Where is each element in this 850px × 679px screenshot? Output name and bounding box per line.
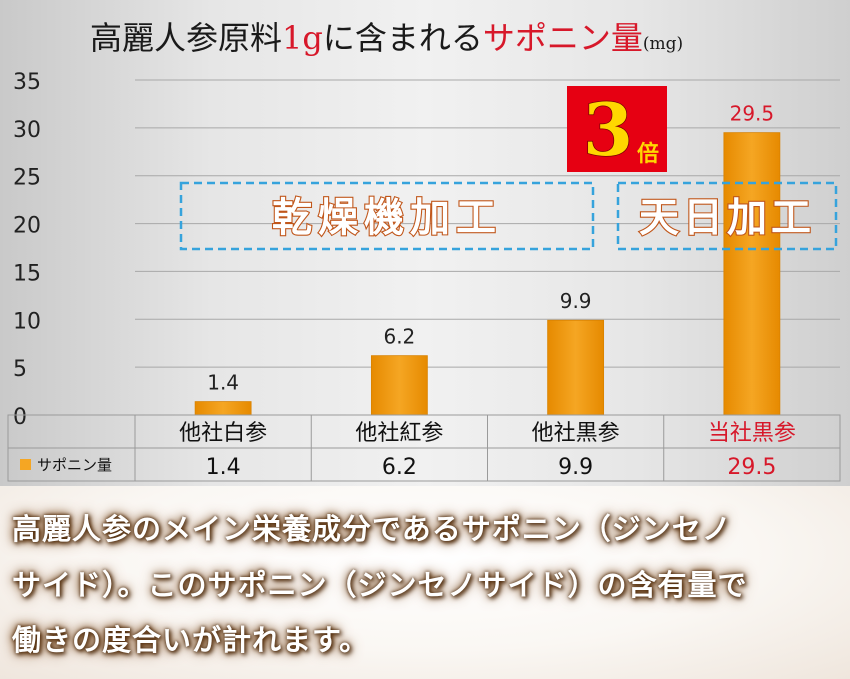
chart-panel: 高麗人参原料1gに含まれるサポニン量(mg) 0 5 10 15 20 25 30 35 1.4 6… bbox=[0, 0, 850, 486]
x-category-label-2: 他社黒参 bbox=[532, 421, 620, 446]
table-value-0: 1.4 bbox=[206, 455, 241, 480]
caption-panel: 高麗人参のメイン栄養成分であるサポニン（ジンセノ サイド）。このサポニン（ジンセ… bbox=[0, 486, 850, 679]
data-label-1: 6.2 bbox=[383, 325, 415, 349]
bar-2 bbox=[547, 319, 605, 416]
y-tick-label-4: 20 bbox=[13, 214, 41, 239]
badge-3x-number: 3 bbox=[583, 87, 633, 172]
badge-3x-suffix: 倍 bbox=[637, 141, 659, 167]
x-category-label-0: 他社白参 bbox=[179, 421, 267, 446]
caption-line-3: 働きの度合いが計れます。 bbox=[12, 623, 370, 657]
table-value-3: 29.5 bbox=[727, 455, 776, 480]
data-label-3: 29.5 bbox=[730, 102, 775, 126]
data-label-0: 1.4 bbox=[207, 371, 239, 395]
legend-series-name: サポニン量 bbox=[37, 456, 112, 474]
data-label-2: 9.9 bbox=[560, 289, 592, 313]
y-tick-label-5: 25 bbox=[13, 166, 41, 191]
saponin-chart: 高麗人参原料1gに含まれるサポニン量(mg) 0 5 10 15 20 25 30 35 1.4 6… bbox=[7, 19, 841, 482]
y-tick-label-7: 35 bbox=[13, 70, 41, 95]
legend-swatch bbox=[20, 459, 31, 470]
chart-title: 高麗人参原料1gに含まれるサポニン量(mg) bbox=[90, 19, 683, 57]
y-tick-label-3: 15 bbox=[13, 261, 41, 286]
x-category-label-3: 当社黒参 bbox=[708, 421, 796, 446]
bar-3 bbox=[723, 132, 781, 416]
group-left-label: 乾燥機加工 bbox=[272, 195, 502, 241]
y-tick-label-2: 10 bbox=[13, 309, 41, 334]
x-category-label-1: 他社紅参 bbox=[355, 421, 443, 446]
caption-line-2: サイド）。このサポニン（ジンセノサイド）の含有量で bbox=[12, 568, 748, 602]
group-left-box bbox=[179, 181, 595, 251]
group-right-box bbox=[616, 181, 838, 251]
table-value-2: 9.9 bbox=[558, 455, 593, 480]
y-tick-label-6: 30 bbox=[13, 118, 41, 143]
y-tick-label-1: 5 bbox=[13, 357, 27, 382]
caption-line-1: 高麗人参のメイン栄養成分であるサポニン（ジンセノ bbox=[12, 512, 732, 546]
bar-0 bbox=[194, 401, 252, 416]
badge-3x-bg bbox=[567, 86, 667, 172]
group-right-label: 天日加工 bbox=[639, 195, 815, 241]
bar-1 bbox=[370, 355, 428, 416]
y-tick-label-0: 0 bbox=[13, 405, 27, 430]
table-value-1: 6.2 bbox=[382, 455, 417, 480]
